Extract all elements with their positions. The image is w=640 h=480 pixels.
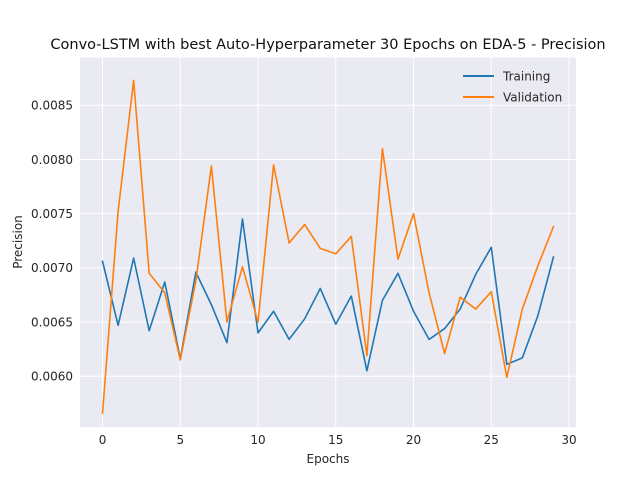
x-tick-label: 15 xyxy=(328,433,343,447)
plot-area xyxy=(80,57,576,428)
legend: Training Validation xyxy=(463,70,562,105)
legend-label-training: Training xyxy=(502,70,550,84)
x-axis-title: Epochs xyxy=(307,452,350,466)
legend-label-validation: Validation xyxy=(503,91,562,105)
y-tick-label: 0.0065 xyxy=(31,315,73,329)
y-axis-title: Precision xyxy=(11,215,25,269)
x-tick-label: 5 xyxy=(176,433,184,447)
x-tick-label: 30 xyxy=(561,433,576,447)
x-tick-label: 0 xyxy=(99,433,107,447)
y-tick-label: 0.0080 xyxy=(31,153,73,167)
y-tick-label: 0.0060 xyxy=(31,370,73,384)
chart-title: Convo-LSTM with best Auto-Hyperparameter… xyxy=(50,37,605,53)
x-tick-label: 20 xyxy=(406,433,421,447)
y-tick-label: 0.0075 xyxy=(31,207,73,221)
y-tick-label: 0.0085 xyxy=(31,99,73,113)
tick-labels: 0 5 10 15 20 25 30 0.0060 0.0065 0.0070 0.0075 0.00… xyxy=(31,99,577,448)
series-line-validation xyxy=(101,79,555,414)
series-lines xyxy=(101,79,555,414)
y-tick-label: 0.0070 xyxy=(31,261,73,275)
x-tick-label: 25 xyxy=(484,433,499,447)
x-tick-label: 10 xyxy=(250,433,265,447)
